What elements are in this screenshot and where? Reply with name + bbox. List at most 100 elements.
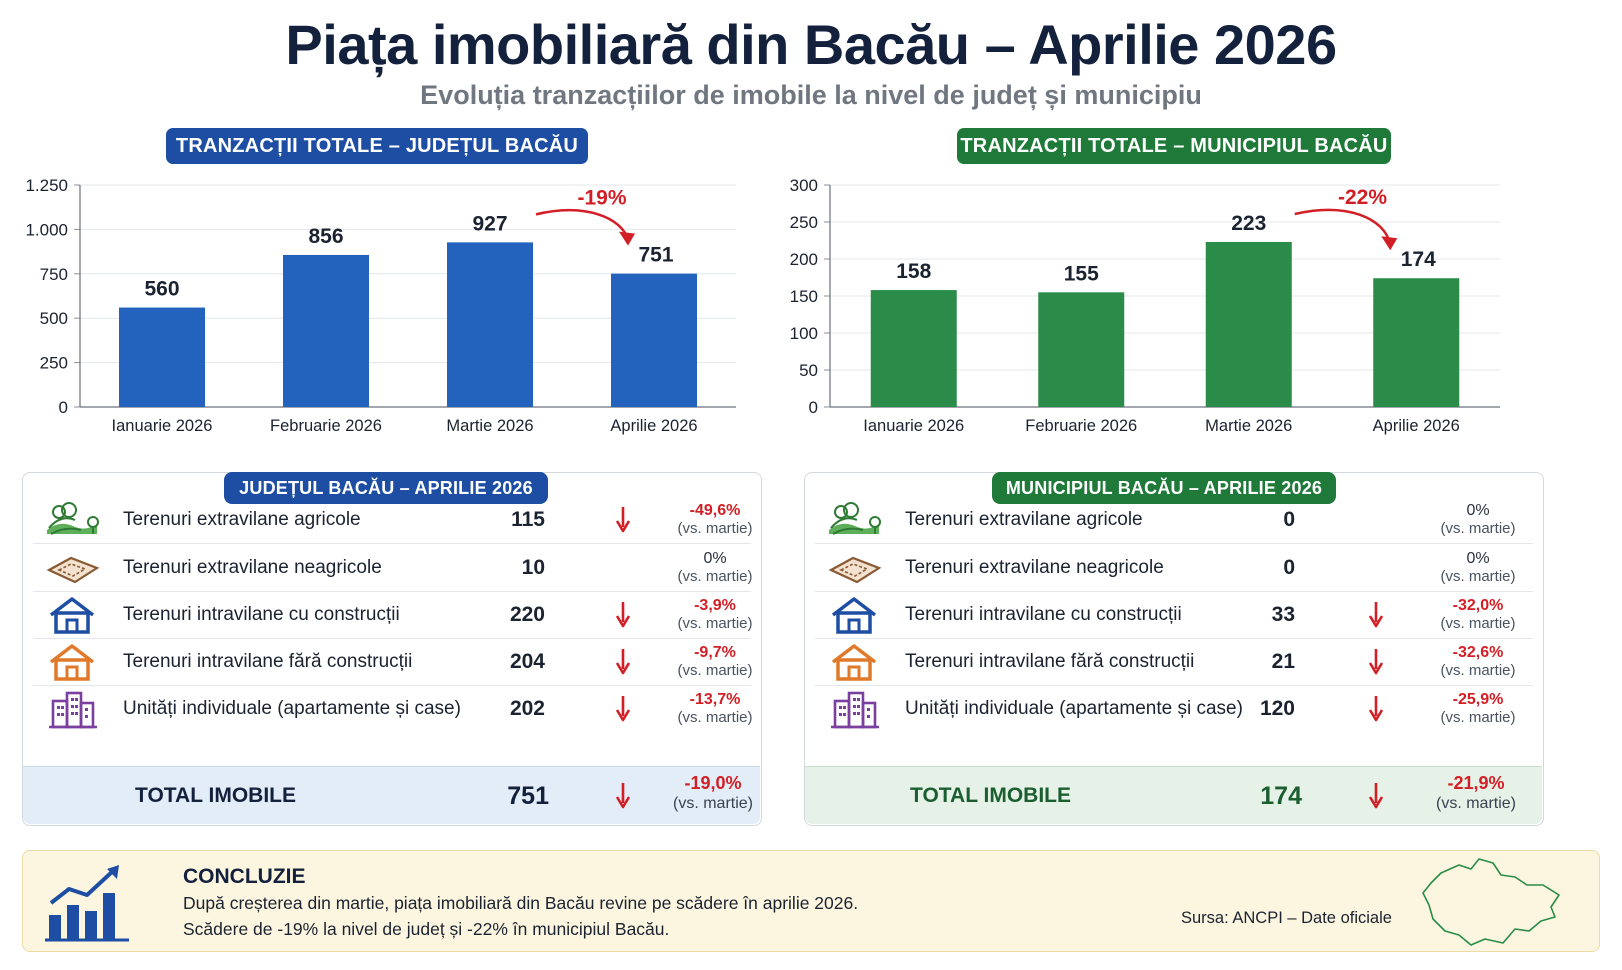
municipiu-value-label: 174	[1401, 248, 1436, 271]
row-change: -3,9%	[694, 597, 736, 614]
row-label: Unități individuale (apartamente și case…	[905, 698, 1243, 719]
bacau-county-map-icon	[1422, 858, 1560, 946]
down-arrow-icon	[1368, 783, 1384, 809]
row-change: -13,7%	[689, 691, 741, 708]
row-value: 21	[1271, 650, 1295, 673]
municipiu-ytick-label: 250	[790, 213, 818, 232]
municipiu-summary-panel: Terenuri extravilane agricole 0 0% (vs. mar…	[804, 472, 1544, 826]
land-plot-icon	[46, 556, 100, 584]
table-row: Terenuri intravilane fără construcții 204…	[33, 638, 753, 686]
municipiu-table-title: MUNICIPIUL BACĂU – APRILIE 2026	[992, 472, 1336, 504]
municipiu-trend-arrowhead	[1381, 236, 1398, 251]
source-note: Sursa: ANCPI – Date oficiale	[1181, 909, 1392, 927]
municipiu-ytick-label: 150	[790, 287, 818, 306]
row-value: 0	[1283, 508, 1295, 531]
table-row: Unități individuale (apartamente și case…	[815, 685, 1533, 733]
farm-land-icon	[47, 502, 99, 535]
judet-bar	[119, 307, 205, 407]
total-row: TOTAL IMOBILE 751 -19,0% (vs. martie)	[23, 766, 760, 824]
municipiu-bar-chart: 0 50 100 150 200 250 300 158 Ianuarie 2026 155 Feb…	[790, 175, 1622, 465]
table-row: Terenuri extravilane neagricole 0 0% (vs. m…	[815, 544, 1533, 592]
judet-ytick-label: 1.000	[25, 220, 68, 239]
land-plot-icon	[828, 556, 882, 584]
municipiu-category-label: Martie 2026	[1205, 417, 1292, 435]
total-value: 174	[1260, 782, 1302, 810]
row-value: 0	[1283, 556, 1295, 579]
judet-ytick-label: 1.250	[25, 176, 68, 195]
municipiu-ytick-label: 100	[790, 324, 818, 343]
row-change: -32,0%	[1452, 597, 1504, 614]
judet-value-label: 560	[144, 278, 179, 301]
municipiu-bar	[1038, 292, 1125, 407]
judet-bar	[283, 254, 369, 407]
down-arrow-icon	[1368, 602, 1384, 628]
judet-value-label: 751	[638, 244, 673, 267]
judet-bar	[611, 273, 697, 407]
table-row: Terenuri intravilane cu construcții 33 -32…	[815, 591, 1533, 639]
judet-bar-chart-svg: 0 250 500 750 1.000 1.250 560 Ianuarie 2026 856 F…	[25, 176, 736, 435]
municipiu-bar	[1373, 278, 1460, 407]
table-row: Terenuri extravilane neagricole 10 0% (vs. …	[33, 544, 753, 592]
total-change-note: (vs. martie)	[1436, 795, 1516, 812]
house-outline-icon	[49, 644, 95, 681]
judet-value-label: 856	[308, 225, 343, 248]
down-arrow-icon	[615, 696, 631, 722]
municipiu-chart-title: TRANZACȚII TOTALE – MUNICIPIUL BACĂU	[957, 128, 1391, 164]
judet-category-label: Ianuarie 2026	[112, 417, 213, 435]
row-value: 220	[509, 603, 545, 626]
row-change-note: (vs. martie)	[677, 709, 753, 726]
row-label: Terenuri extravilane agricole	[123, 509, 361, 530]
row-label: Unități individuale (apartamente și case…	[123, 698, 461, 719]
municipiu-category-label: Aprilie 2026	[1373, 417, 1460, 435]
apartment-building-icon	[831, 691, 879, 729]
row-change-note: (vs. martie)	[677, 662, 753, 679]
row-change: 0%	[703, 550, 727, 567]
row-change: 0%	[1466, 550, 1490, 567]
row-change-note: (vs. martie)	[1440, 662, 1516, 679]
growth-chart-icon	[45, 865, 129, 942]
row-value: 120	[1259, 697, 1295, 720]
row-value: 10	[521, 556, 545, 579]
total-label: TOTAL IMOBILE	[910, 784, 1071, 807]
down-arrow-icon	[1368, 696, 1384, 722]
row-change-note: (vs. martie)	[1440, 709, 1516, 726]
table-row: Terenuri extravilane agricole 115 -49,6% (v…	[33, 496, 753, 544]
row-change: -49,6%	[689, 502, 741, 519]
judet-value-label: 927	[472, 212, 507, 235]
judet-category-label: Martie 2026	[446, 417, 533, 435]
house-outline-icon	[831, 644, 877, 681]
row-change-note: (vs. martie)	[677, 520, 753, 537]
table-row: Terenuri intravilane fără construcții 21 -…	[815, 638, 1533, 686]
judet-table-title: JUDEȚUL BACĂU – APRILIE 2026	[224, 472, 548, 504]
conclusion-line-1: După creșterea din martie, piața imobili…	[183, 893, 859, 913]
down-arrow-icon	[615, 602, 631, 628]
total-value: 751	[507, 782, 549, 810]
row-change-note: (vs. martie)	[1440, 568, 1516, 585]
row-change-note: (vs. martie)	[1440, 520, 1516, 537]
row-change-note: (vs. martie)	[677, 568, 753, 585]
row-label: Terenuri intravilane cu construcții	[123, 604, 400, 625]
municipiu-category-label: Februarie 2026	[1025, 417, 1137, 435]
row-label: Terenuri intravilane fără construcții	[905, 651, 1195, 672]
judet-category-label: Februarie 2026	[270, 417, 382, 435]
judet-change-annotation: -19%	[577, 186, 626, 209]
conclusion-box: CONCLUZIE După creșterea din martie, pia…	[22, 850, 1600, 952]
table-row: Terenuri intravilane cu construcții 220 -3…	[33, 591, 753, 639]
municipiu-bar	[1205, 241, 1292, 407]
row-change: -9,7%	[694, 644, 736, 661]
farm-land-icon	[829, 502, 881, 535]
row-change-note: (vs. martie)	[1440, 615, 1516, 632]
municipiu-value-label: 158	[896, 260, 931, 283]
judet-category-label: Aprilie 2026	[610, 417, 697, 435]
judet-trend-arrowhead	[619, 231, 635, 246]
house-icon	[49, 597, 95, 634]
judet-summary-panel: Terenuri extravilane agricole 115 -49,6% (v…	[22, 472, 762, 826]
municipiu-bar-chart-svg: 0 50 100 150 200 250 300 158 Ianuarie 2026 155 Feb…	[790, 176, 1500, 435]
municipiu-category-label: Ianuarie 2026	[863, 417, 964, 435]
house-icon	[831, 597, 877, 634]
row-label: Terenuri intravilane cu construcții	[905, 604, 1182, 625]
down-arrow-icon	[1368, 649, 1384, 675]
row-change: 0%	[1466, 502, 1490, 519]
judet-chart-title: TRANZACȚII TOTALE – JUDEȚUL BACĂU	[166, 128, 588, 164]
total-change-note: (vs. martie)	[673, 795, 753, 812]
